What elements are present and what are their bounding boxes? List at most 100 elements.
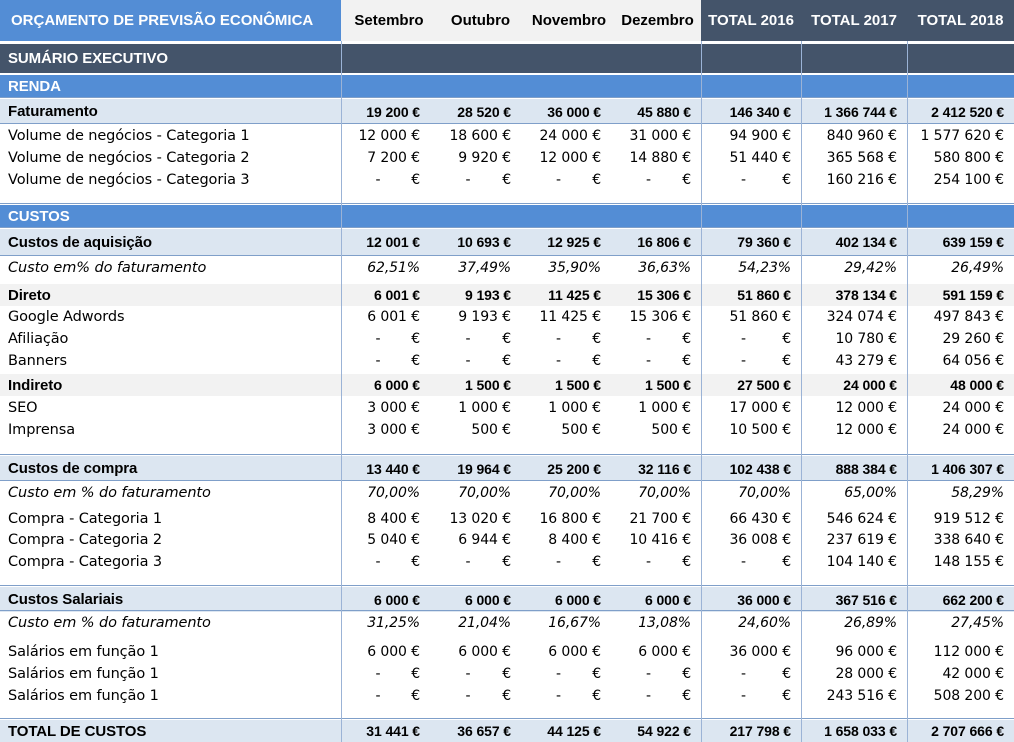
header-september: Setembro <box>354 12 424 29</box>
dash-value: - <box>375 554 381 570</box>
dash-value: - <box>646 331 651 347</box>
row-border-1 <box>0 123 1014 124</box>
cell-custos-salariais-total-2016: 36 000 € <box>737 591 791 608</box>
cell-imprensa-dezembro: 500 € <box>651 422 691 438</box>
cell-compra-categoria-1-total-2017: 546 624 € <box>826 511 897 527</box>
row-border-0 <box>0 97 1014 98</box>
euro-sign: € <box>682 688 691 704</box>
cell-afiliacao-dezembro: - € <box>611 328 701 350</box>
cell-banners-total-2017: 43 279 € <box>835 353 897 369</box>
cell-direto-setembro: 6 001 € <box>373 287 420 303</box>
row-border-9 <box>0 718 1014 719</box>
row-label-direto: Direto <box>8 286 51 304</box>
euro-sign: € <box>592 688 601 704</box>
euro-sign: € <box>592 353 601 369</box>
row-border-7 <box>0 585 1014 586</box>
euro-sign: € <box>411 666 420 682</box>
cell-volume-de-negocios-categoria-3-total-2017: 160 216 € <box>826 172 897 188</box>
cell-compra-categoria-3-total-2017: 104 140 € <box>826 554 897 570</box>
cell-volume-de-negocios-categoria-3-dezembro: - € <box>611 169 701 191</box>
dash-value: - <box>465 666 471 682</box>
dash-value: - <box>741 353 746 369</box>
dash-value: - <box>556 353 561 369</box>
euro-sign: € <box>592 554 601 570</box>
cell-indireto-novembro: 1 500 € <box>554 377 601 393</box>
cell-google-adwords-setembro: 6 001 € <box>367 309 420 325</box>
cell-custo-em-do-faturamento-total-2018: 27,45% <box>951 615 1004 631</box>
dash-value: - <box>375 331 381 347</box>
cell-faturamento-total-2016: 146 340 € <box>729 103 791 120</box>
cell-compra-categoria-1-setembro: 8 400 € <box>367 511 420 527</box>
row-label-imprensa: Imprensa <box>8 422 75 438</box>
cell-imprensa-outubro: 500 € <box>471 422 511 438</box>
row-label-indireto: Indireto <box>8 376 63 394</box>
row-label-faturamento: Faturamento <box>8 103 98 120</box>
cell-custos-de-compra-total-2016: 102 438 € <box>729 460 791 477</box>
row-label-afiliacao: Afiliação <box>8 331 69 347</box>
cell-custos-salariais-outubro: 6 000 € <box>464 591 511 608</box>
euro-sign: € <box>411 172 420 188</box>
cell-google-adwords-dezembro: 15 306 € <box>629 309 691 325</box>
cell-banners-total-2018: 64 056 € <box>942 353 1004 369</box>
row-label-custos-de-aquisicao: Custos de aquisição <box>8 233 152 251</box>
euro-sign: € <box>682 353 691 369</box>
dash-value: - <box>556 554 561 570</box>
dash-value: - <box>465 331 471 347</box>
cell-custos-de-aquisicao-total-2017: 402 134 € <box>835 234 897 250</box>
cell-custos-de-aquisicao-dezembro: 16 806 € <box>637 234 691 250</box>
header-total-2016: TOTAL 2016 <box>701 0 801 41</box>
row-label-custo-em-do-faturamento: Custo em % do faturamento <box>8 615 211 631</box>
row-band-sumario-executivo <box>0 44 1014 73</box>
cell-indireto-dezembro: 1 500 € <box>644 377 691 393</box>
cell-salarios-em-funcao-1-total-2017: 96 000 € <box>835 644 897 660</box>
dash-value: - <box>465 688 471 704</box>
cell-compra-categoria-2-outubro: 6 944 € <box>458 532 511 548</box>
cell-salarios-em-funcao-1-setembro: 6 000 € <box>367 644 420 660</box>
row-label-sumario-executivo: SUMÁRIO EXECUTIVO <box>8 50 168 67</box>
cell-custo-em-do-faturamento-total-2017: 65,00% <box>844 485 897 501</box>
cell-volume-de-negocios-categoria-2-total-2017: 365 568 € <box>826 150 897 166</box>
cell-volume-de-negocios-categoria-2-total-2018: 580 800 € <box>933 150 1004 166</box>
cell-salarios-em-funcao-1-total-2018: 508 200 € <box>933 688 1004 704</box>
cell-total-de-custos-total-2016: 217 798 € <box>729 723 791 739</box>
cell-faturamento-total-2017: 1 366 744 € <box>824 103 897 120</box>
dash-value: - <box>375 666 381 682</box>
cell-salarios-em-funcao-1-dezembro: 6 000 € <box>638 644 691 660</box>
cell-custo-em-do-faturamento-novembro: 35,90% <box>548 260 601 276</box>
column-separator-0 <box>341 41 342 742</box>
cell-custo-em-do-faturamento-dezembro: 13,08% <box>638 615 691 631</box>
cell-custos-de-aquisicao-setembro: 12 001 € <box>366 234 420 250</box>
dash-value: - <box>741 172 746 188</box>
cell-compra-categoria-3-total-2018: 148 155 € <box>933 554 1004 570</box>
dash-value: - <box>741 666 746 682</box>
dash-value: - <box>741 688 746 704</box>
cell-direto-dezembro: 15 306 € <box>637 287 691 303</box>
cell-compra-categoria-1-dezembro: 21 700 € <box>629 511 691 527</box>
cell-afiliacao-total-2018: 29 260 € <box>942 331 1004 347</box>
cell-volume-de-negocios-categoria-1-novembro: 24 000 € <box>539 128 601 144</box>
cell-compra-categoria-2-dezembro: 10 416 € <box>629 532 691 548</box>
cell-seo-outubro: 1 000 € <box>458 400 511 416</box>
cell-custos-salariais-total-2018: 662 200 € <box>942 591 1004 608</box>
cell-custo-em-do-faturamento-setembro: 31,25% <box>367 615 420 631</box>
euro-sign: € <box>411 353 420 369</box>
cell-volume-de-negocios-categoria-3-setembro: - € <box>341 169 430 191</box>
cell-indireto-total-2018: 48 000 € <box>950 377 1004 393</box>
row-border-5 <box>0 454 1014 455</box>
row-band-custos <box>0 205 1014 227</box>
cell-custo-em-do-faturamento-total-2017: 29,42% <box>844 260 897 276</box>
cell-salarios-em-funcao-1-total-2017: 28 000 € <box>835 666 897 682</box>
cell-volume-de-negocios-categoria-3-novembro: - € <box>521 169 611 191</box>
row-label-custo-em-do-faturamento: Custo em % do faturamento <box>8 485 211 501</box>
cell-seo-total-2016: 17 000 € <box>729 400 791 416</box>
cell-direto-total-2017: 378 134 € <box>835 287 897 303</box>
euro-sign: € <box>502 554 511 570</box>
cell-compra-categoria-1-outubro: 13 020 € <box>449 511 511 527</box>
cell-total-de-custos-setembro: 31 441 € <box>366 723 420 739</box>
cell-direto-total-2018: 591 159 € <box>942 287 1004 303</box>
cell-afiliacao-setembro: - € <box>341 328 430 350</box>
cell-compra-categoria-2-novembro: 8 400 € <box>548 532 601 548</box>
cell-compra-categoria-3-setembro: - € <box>341 551 430 573</box>
dash-value: - <box>646 172 651 188</box>
